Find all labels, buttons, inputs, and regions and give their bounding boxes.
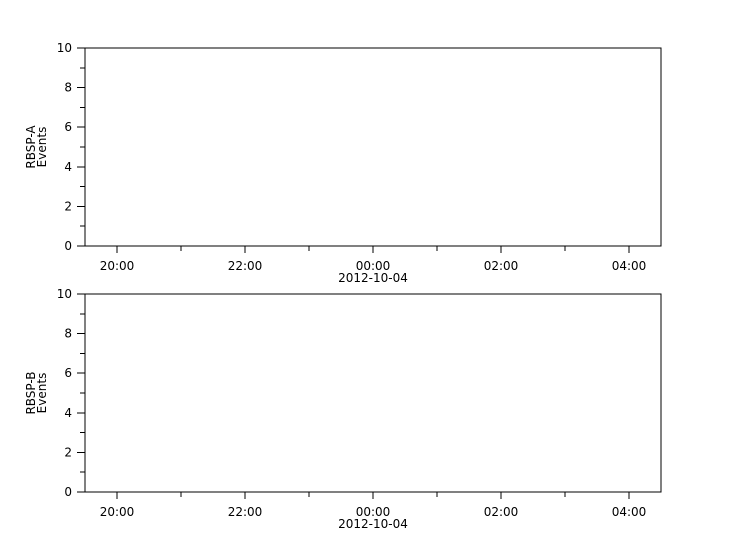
- y-tick-label: 2: [64, 445, 72, 459]
- x-tick-label: 20:00: [100, 505, 135, 519]
- panel-1: 0 2 4 6 8 10 20:00 22:00 00:00 02:00 04:00 2012-10-…: [24, 41, 662, 285]
- y-tick-label: 4: [64, 406, 72, 420]
- date-label: 2012-10-04: [338, 517, 408, 531]
- y-axis-label: RBSP-B: [24, 371, 38, 414]
- x-tick-label: 00:00: [356, 505, 391, 519]
- y-tick-label: 0: [64, 239, 72, 253]
- y-tick-label: 0: [64, 485, 72, 499]
- x-tick-label: 02:00: [484, 505, 519, 519]
- x-tick-label: 04:00: [612, 505, 647, 519]
- plot-frame: [84, 293, 662, 493]
- panel-2: 0 2 4 6 8 10 20:00 22:00 00:00 02:00 04:00 2012-10-…: [24, 287, 662, 531]
- y-tick-label: 10: [57, 41, 72, 55]
- y-tick-label: 6: [64, 120, 72, 134]
- y-tick-label: 8: [64, 81, 72, 95]
- x-tick-label: 04:00: [612, 259, 647, 273]
- y-tick-label: 4: [64, 160, 72, 174]
- date-label: 2012-10-04: [338, 271, 408, 285]
- y-tick-label: 10: [57, 287, 72, 301]
- y-axis-label: RBSP-A: [24, 125, 38, 169]
- plot-frame: [84, 47, 662, 247]
- x-tick-label: 22:00: [228, 505, 263, 519]
- y-tick-label: 2: [64, 199, 72, 213]
- y-tick-label: 6: [64, 366, 72, 380]
- y-axis-label: Events: [35, 127, 49, 168]
- y-axis-label: Events: [35, 373, 49, 414]
- x-tick-label: 22:00: [228, 259, 263, 273]
- x-tick-label: 20:00: [100, 259, 135, 273]
- x-tick-label: 00:00: [356, 259, 391, 273]
- x-tick-label: 02:00: [484, 259, 519, 273]
- y-tick-label: 8: [64, 327, 72, 341]
